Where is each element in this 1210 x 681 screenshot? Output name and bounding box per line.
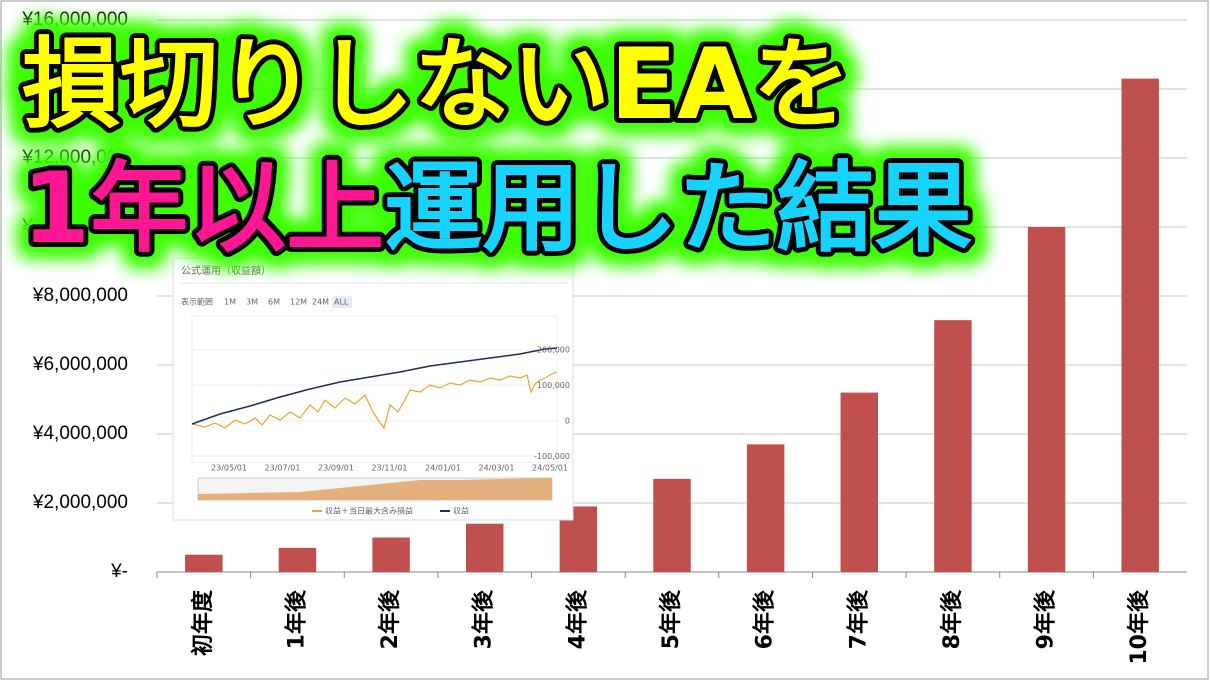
bar: [934, 320, 972, 572]
inset-y-label: 0: [565, 417, 570, 426]
inset-y-label: 100,000: [537, 381, 570, 390]
inset-grid: [192, 349, 557, 457]
x-tick-label: 9年後: [1033, 589, 1059, 649]
x-tick-label: 6年後: [752, 589, 778, 649]
inset-x-label: 24/03/01: [479, 464, 515, 473]
inset-button[interactable]: 1M: [224, 298, 236, 307]
inset-orange-line: [191, 371, 558, 430]
y-tick-label: ¥16,000,000: [21, 9, 128, 30]
x-tick-label: 8年後: [939, 589, 965, 649]
x-tick-label: 10年後: [1126, 589, 1152, 665]
y-tick-label: ¥2,000,000: [32, 492, 128, 513]
inset-plot: [191, 315, 558, 463]
bar: [185, 554, 223, 572]
bar: [278, 547, 317, 572]
inset-x-label: 23/09/01: [318, 464, 354, 473]
y-tick-label: ¥10,000,000: [21, 216, 128, 237]
inset-y-label: -100,000: [534, 452, 570, 461]
plot: ¥- ¥2,000,000 ¥4,000,000 ¥6,000,000 ¥8,000,0…: [21, 9, 1187, 665]
y-tick-label: ¥-: [110, 561, 128, 582]
headline-line2: 1年以上運用した結果: [22, 152, 972, 266]
inset-navigator-area: [198, 478, 552, 500]
y-tick-label: ¥14,000,000: [21, 78, 128, 99]
inset-button[interactable]: ALL: [334, 298, 349, 307]
inset-x-label: 23/11/01: [372, 464, 408, 473]
inset-button[interactable]: 24M: [312, 298, 329, 307]
inset-button-bg: [332, 296, 352, 308]
bar: [466, 523, 504, 572]
x-tick-label: 1年後: [283, 589, 309, 649]
bar: [746, 444, 785, 572]
headline-line2b: 運用した結果: [384, 152, 972, 266]
y-tick-label: ¥4,000,000: [32, 423, 128, 444]
inset-legend-label: 収益: [453, 506, 469, 516]
y-tick-label: ¥12,000,000: [21, 147, 128, 168]
x-tick-label: 2年後: [377, 589, 403, 649]
inset-bg: [172, 257, 574, 521]
inset-range-label: 表示範囲: [181, 297, 213, 307]
inset-x-label: 24/05/01: [532, 464, 568, 473]
inset-button[interactable]: 6M: [268, 298, 280, 307]
inset-buttons: 1M 3M 6M 12M 24M ALL: [224, 296, 352, 308]
x-tick-label: 5年後: [658, 589, 684, 649]
x-tick-label: 初年度: [190, 589, 216, 656]
x-tick-label: 7年後: [845, 589, 871, 649]
inset-x-label: 23/05/01: [211, 464, 247, 473]
y-tick-label: ¥6,000,000: [32, 354, 128, 375]
inset-button[interactable]: 12M: [290, 298, 307, 307]
headline: 損切りしないEAを 1年以上運用した結果: [17, 23, 977, 271]
inset-y-label: 200,000: [537, 346, 570, 355]
inset-button[interactable]: 3M: [246, 298, 258, 307]
bar: [1027, 227, 1066, 572]
headline-line1: 損切りしないEAを: [22, 28, 851, 142]
x-tick-label: 3年後: [471, 589, 497, 649]
x-tick-label: 4年後: [564, 589, 590, 649]
inset-title: 公式運用（収益額）: [181, 264, 271, 277]
bar: [840, 392, 878, 572]
bar: [372, 537, 410, 572]
inset-x-label: 24/01/01: [425, 464, 461, 473]
inset-navy-line: [191, 347, 558, 425]
inset-x-label: 23/07/01: [265, 464, 301, 473]
inset-chart: 公式運用（収益額） 表示範囲 1M 3M 6M 12M 24M ALL 23/05/01 2…: [172, 257, 574, 521]
y-tick-label: ¥8,000,000: [32, 285, 128, 306]
inset-legend-label: 収益＋当日最大含み損益: [325, 506, 413, 516]
bar: [1121, 78, 1159, 573]
headline-line2a: 1年以上: [22, 152, 384, 266]
bar: [653, 478, 691, 572]
